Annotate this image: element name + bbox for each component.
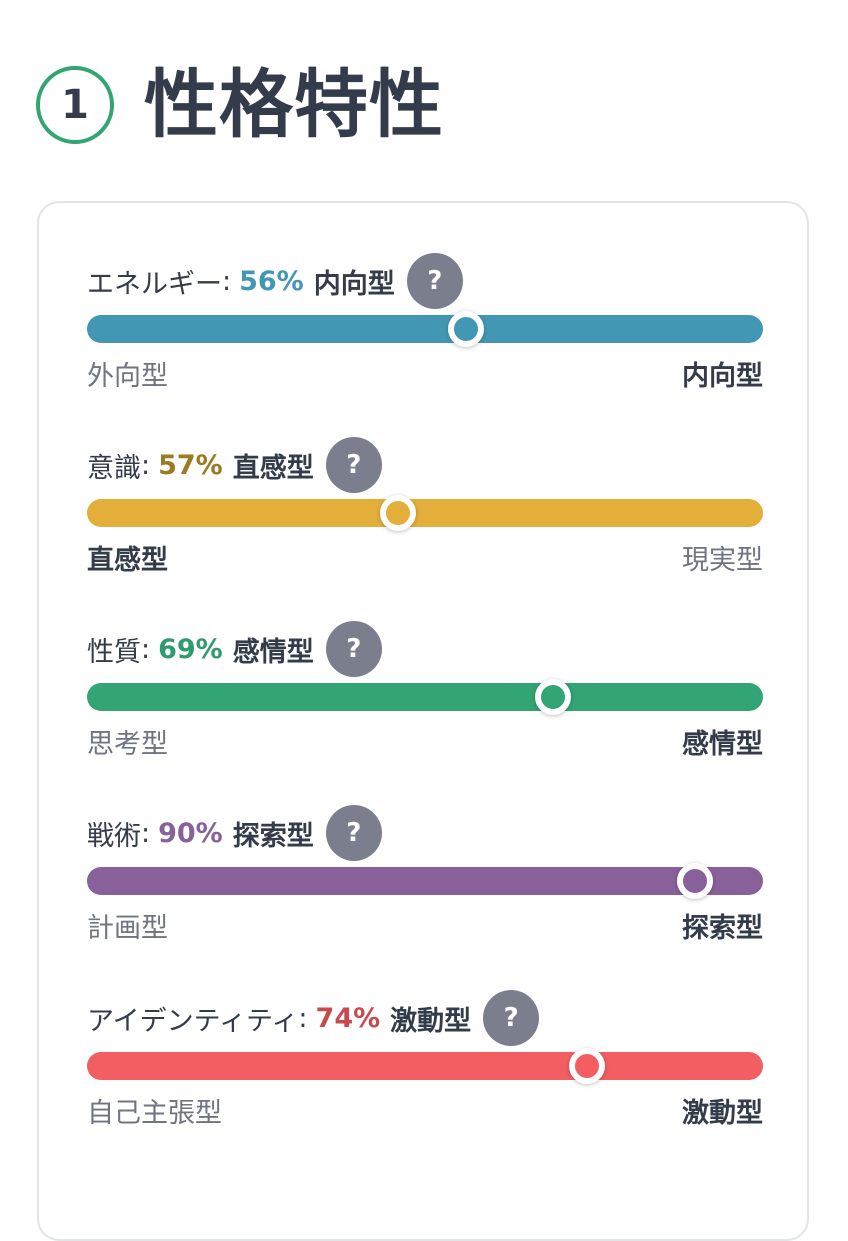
trait-knob	[447, 311, 484, 347]
help-question-icon[interactable]: ?	[406, 253, 463, 309]
trait-type: 感情型	[232, 636, 314, 668]
trait-name: 意識	[87, 452, 141, 484]
trait-bar	[87, 1052, 763, 1080]
trait-ends: 直感型 現実型	[87, 541, 763, 581]
trait-slider	[87, 679, 763, 715]
trait-ends: 外向型 内向型	[87, 357, 763, 397]
trait-slider	[87, 495, 763, 531]
section-number: 1	[61, 82, 89, 128]
trait-bar	[87, 867, 763, 895]
trait-energy: エネルギー:56% 内向型 ? 外向型 内向型	[87, 251, 763, 397]
help-question-icon[interactable]: ?	[325, 805, 382, 861]
trait-mind: 意識:57% 直感型 ? 直感型 現実型	[87, 435, 763, 581]
trait-name: 性質	[87, 636, 141, 668]
trait-separator: :	[141, 449, 151, 481]
trait-separator: :	[222, 265, 232, 297]
trait-bar	[87, 499, 763, 527]
trait-right-label: 探索型	[682, 913, 763, 944]
trait-name: 戦術	[87, 820, 141, 852]
trait-bar	[87, 315, 763, 343]
trait-slider	[87, 311, 763, 347]
trait-slider	[87, 863, 763, 899]
trait-slider	[87, 1048, 763, 1084]
trait-knob	[569, 1048, 606, 1084]
trait-name: アイデンティティ	[87, 1005, 299, 1037]
trait-percent: 69%	[158, 633, 223, 665]
trait-label-row: エネルギー:56% 内向型 ?	[87, 251, 763, 311]
trait-knob	[379, 495, 416, 531]
trait-knob	[535, 679, 572, 715]
page-title: 性格特性	[144, 62, 444, 148]
trait-type: 直感型	[232, 452, 314, 484]
trait-type: 内向型	[313, 268, 395, 300]
traits-card: エネルギー:56% 内向型 ? 外向型 内向型 意識:57% 直感型 ? 直感型 現…	[37, 201, 809, 1241]
section-header: 1 性格特性	[36, 66, 444, 144]
help-question-icon[interactable]: ?	[325, 437, 382, 493]
trait-separator: :	[141, 817, 151, 849]
trait-label-row: 性質:69% 感情型 ?	[87, 619, 763, 679]
trait-tactics: 戦術:90% 探索型 ? 計画型 探索型	[87, 803, 763, 949]
trait-name: エネルギー	[87, 268, 222, 300]
trait-percent: 74%	[315, 1002, 381, 1034]
trait-left-label: 直感型	[87, 545, 168, 576]
trait-right-label: 現実型	[682, 545, 763, 576]
trait-ends: 計画型 探索型	[87, 909, 763, 949]
trait-separator: :	[141, 633, 151, 665]
trait-label-row: アイデンティティ:74% 激動型 ?	[87, 988, 763, 1048]
trait-right-label: 内向型	[682, 361, 763, 392]
trait-bar	[87, 683, 763, 711]
trait-ends: 思考型 感情型	[87, 725, 763, 765]
trait-identity: アイデンティティ:74% 激動型 ? 自己主張型 激動型	[87, 988, 763, 1134]
trait-percent: 90%	[158, 817, 223, 849]
trait-nature: 性質:69% 感情型 ? 思考型 感情型	[87, 619, 763, 765]
trait-left-label: 外向型	[87, 361, 168, 392]
trait-label-row: 意識:57% 直感型 ?	[87, 435, 763, 495]
trait-left-label: 計画型	[87, 913, 168, 944]
trait-left-label: 自己主張型	[87, 1098, 222, 1129]
trait-knob	[677, 863, 714, 899]
trait-type: 激動型	[390, 1005, 472, 1037]
trait-left-label: 思考型	[87, 729, 168, 760]
trait-ends: 自己主張型 激動型	[87, 1094, 763, 1134]
trait-right-label: 感情型	[682, 729, 763, 760]
trait-label-row: 戦術:90% 探索型 ?	[87, 803, 763, 863]
trait-right-label: 激動型	[682, 1098, 763, 1129]
section-number-badge: 1	[36, 66, 114, 144]
help-question-icon[interactable]: ?	[325, 621, 382, 677]
trait-percent: 57%	[158, 449, 223, 481]
trait-percent: 56%	[239, 265, 304, 297]
help-question-icon[interactable]: ?	[483, 990, 540, 1046]
trait-type: 探索型	[232, 820, 314, 852]
trait-separator: :	[298, 1002, 308, 1034]
